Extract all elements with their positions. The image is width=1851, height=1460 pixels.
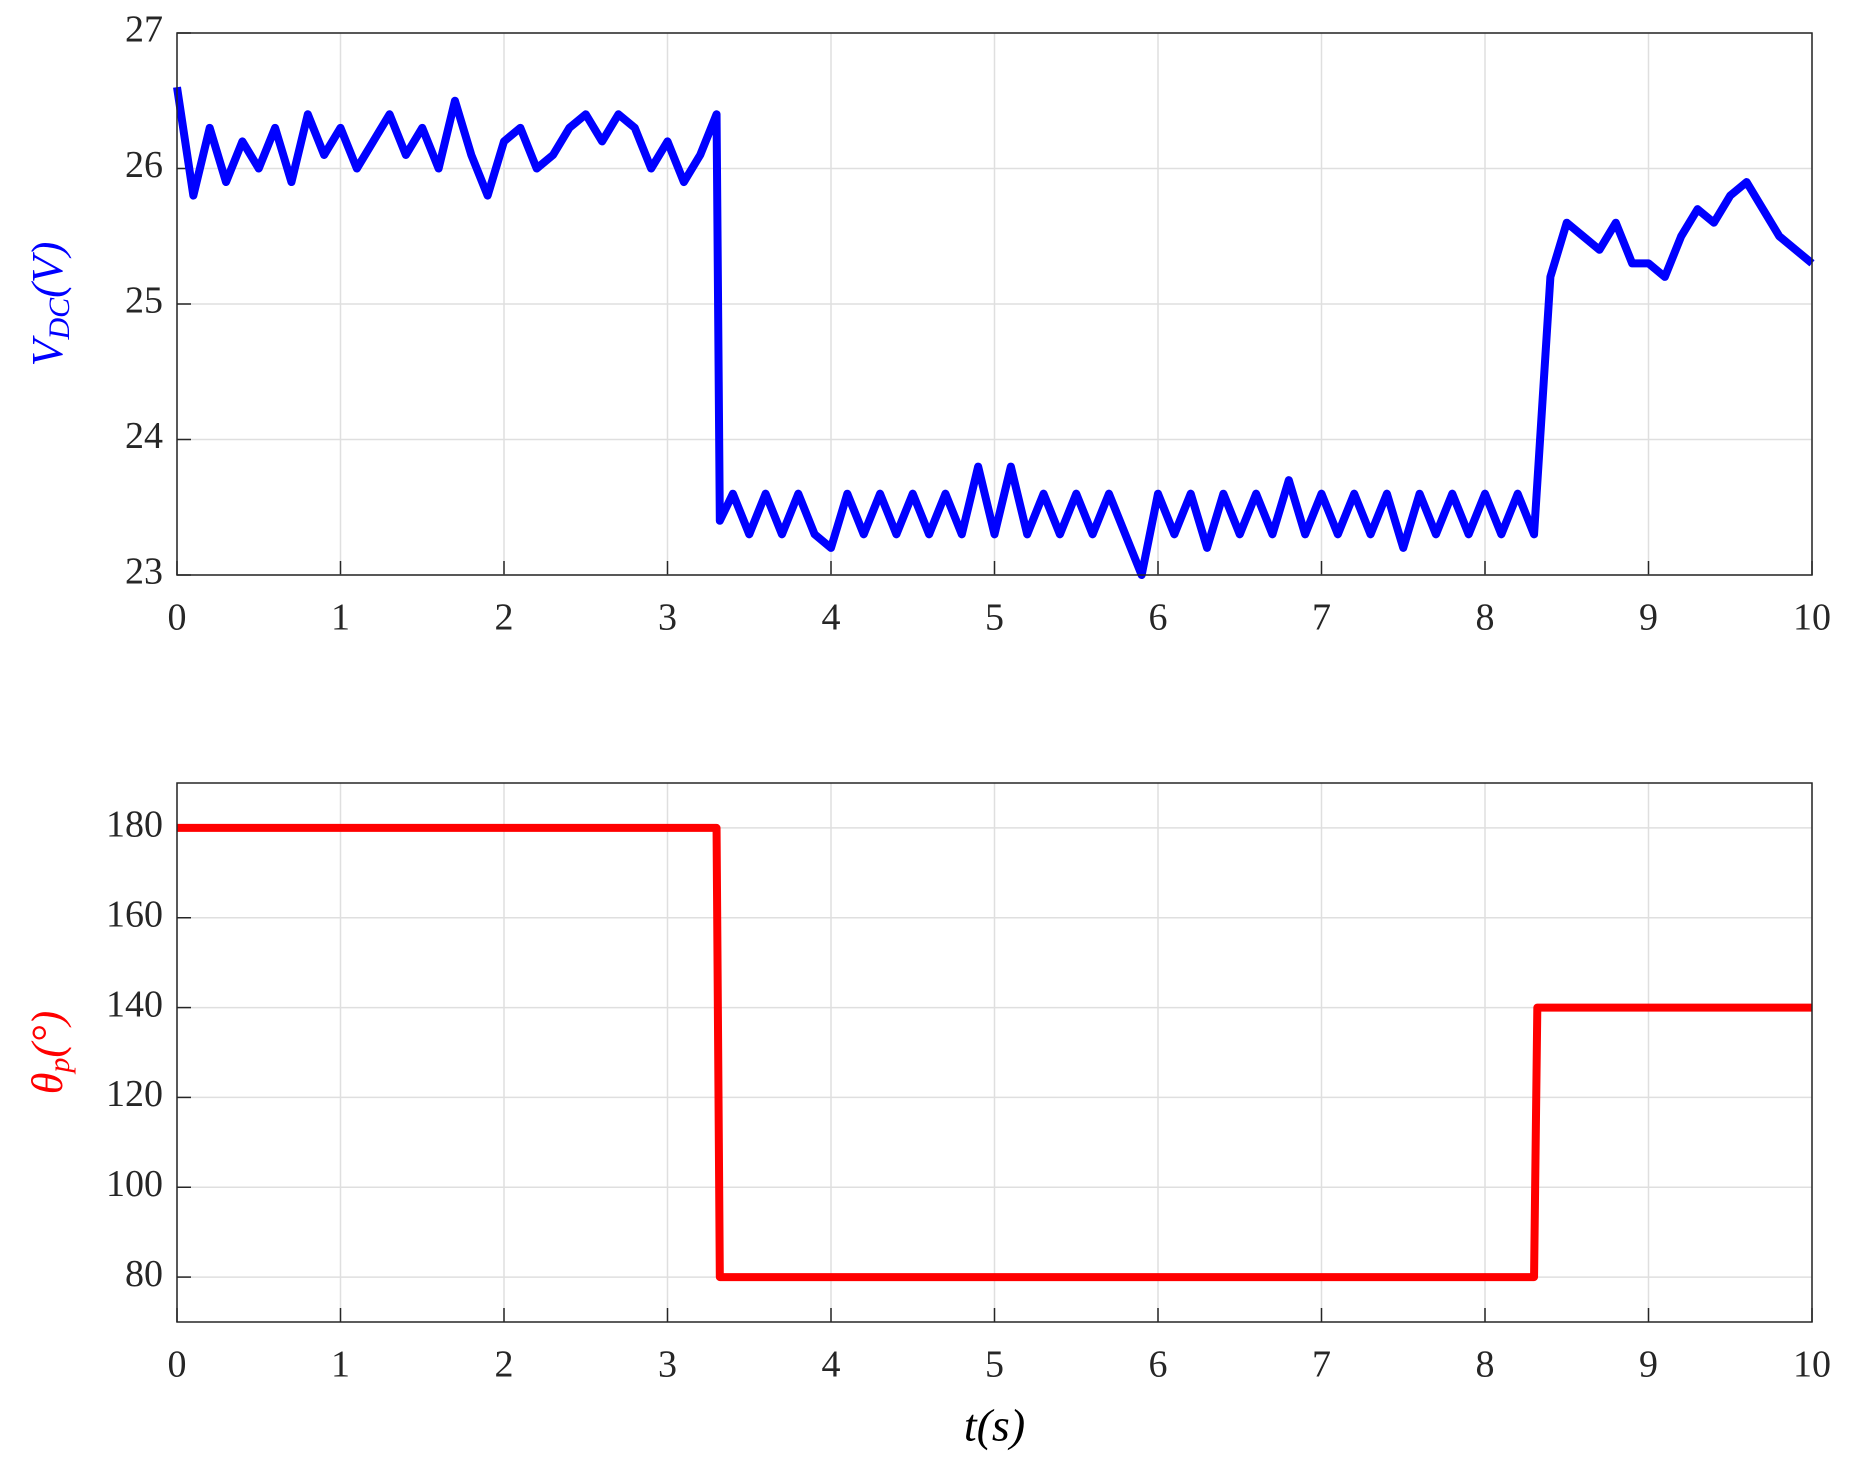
y-tick-label: 26 [125,144,163,186]
axes-box [176,32,1813,576]
data-line [177,823,1812,1282]
y-tick-label: 140 [106,983,163,1025]
x-tick-label: 0 [168,1344,187,1386]
y-tick-label: 120 [106,1073,163,1115]
y-tick-label: 27 [125,9,163,51]
x-tick-label: 1 [331,1344,350,1386]
x-tick-label: 5 [985,597,1004,639]
x-tick-label: 0 [168,597,187,639]
x-tick-label: 8 [1476,597,1495,639]
x-tick-label: 7 [1312,1344,1331,1386]
y-label-main: V [23,334,72,366]
x-tick-label: 3 [658,1344,677,1386]
y-tick-label: 25 [125,280,163,322]
y-tick-label: 180 [106,804,163,846]
y-tick-label: 100 [106,1163,163,1205]
y-tick-label: 160 [106,893,163,935]
x-tick-label: 6 [1149,597,1168,639]
axes-box [176,782,1813,1323]
x-tick-label: 4 [822,597,841,639]
y-label-sub: DC [43,297,76,341]
x-tick-label: 2 [495,1344,514,1386]
y-label-sub: p [43,1058,76,1075]
y-tick-label: 23 [125,551,163,593]
x-tick-label: 5 [985,1344,1004,1386]
x-tick-label: 9 [1639,597,1658,639]
x-tick-label: 3 [658,597,677,639]
y-label-rest: (°) [23,1011,72,1058]
x-tick-label: 6 [1149,1344,1168,1386]
y-label-main: θ [23,1073,72,1095]
y-axis-label: θp(°) [23,1011,76,1095]
x-tick-label: 4 [822,1344,841,1386]
x-tick-label: 10 [1793,1344,1831,1386]
y-tick-label: 24 [125,415,163,457]
x-tick-label: 9 [1639,1344,1658,1386]
y-label-rest: (V) [23,242,72,298]
x-tick-label: 7 [1312,597,1331,639]
y-tick-label: 80 [125,1253,163,1295]
y-axis-label: VDC(V) [23,242,76,367]
x-tick-label: 2 [495,597,514,639]
x-tick-label: 1 [331,597,350,639]
x-axis-label: t(s) [964,1400,1025,1451]
x-tick-label: 8 [1476,1344,1495,1386]
x-tick-label: 10 [1793,597,1831,639]
data-line [173,86,1815,579]
